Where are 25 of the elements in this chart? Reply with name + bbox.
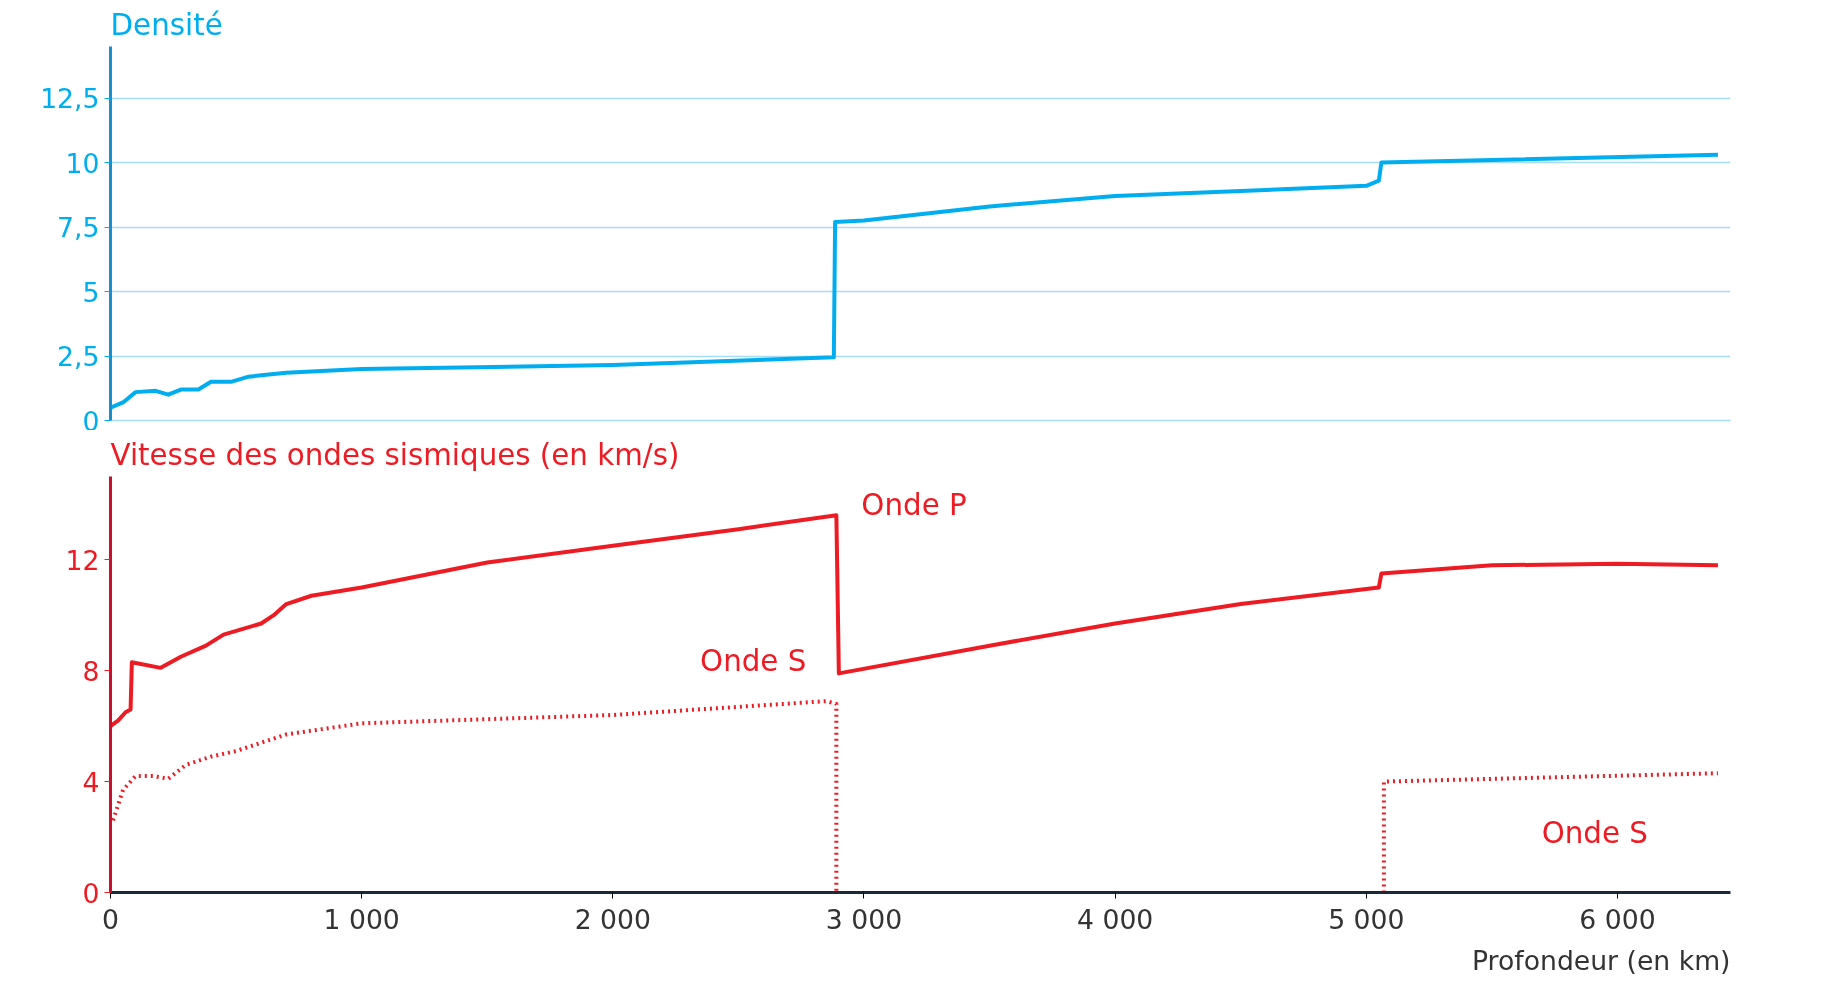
x-tick-label: 5 000: [1328, 903, 1405, 935]
x-tick-label: 1 000: [323, 903, 400, 935]
series-label: Onde P: [861, 488, 967, 523]
y-tick-label: 10: [65, 147, 100, 179]
y-tick-label: 12: [65, 544, 100, 576]
line-series: [110, 513, 1720, 729]
x-axis-title: Profondeur (en km): [1472, 944, 1731, 976]
x-tick-label: 3 000: [825, 903, 903, 935]
y-tick-label: 5: [82, 276, 100, 308]
x-tick-label: 2 000: [574, 903, 651, 935]
y-tick-label: 0: [82, 877, 100, 909]
series-label: Onde S: [700, 644, 807, 679]
y-axis-title: Densité: [110, 7, 223, 42]
y-tick-label: 0: [82, 405, 100, 437]
y-axis-title: Vitesse des ondes sismiques (en km/s): [110, 437, 680, 472]
x-tick-label: 4 000: [1077, 903, 1154, 935]
line-series: [111, 699, 839, 893]
x-tick-label: 6 000: [1579, 903, 1656, 935]
y-tick-label: 2,5: [57, 341, 100, 373]
y-tick-label: 4: [82, 766, 100, 798]
line-series: [110, 152, 1720, 410]
y-tick-label: 7,5: [57, 212, 100, 244]
y-tick-label: 12,5: [40, 83, 100, 115]
y-tick-label: 8: [82, 655, 100, 687]
series-label: Onde S: [1541, 816, 1648, 851]
